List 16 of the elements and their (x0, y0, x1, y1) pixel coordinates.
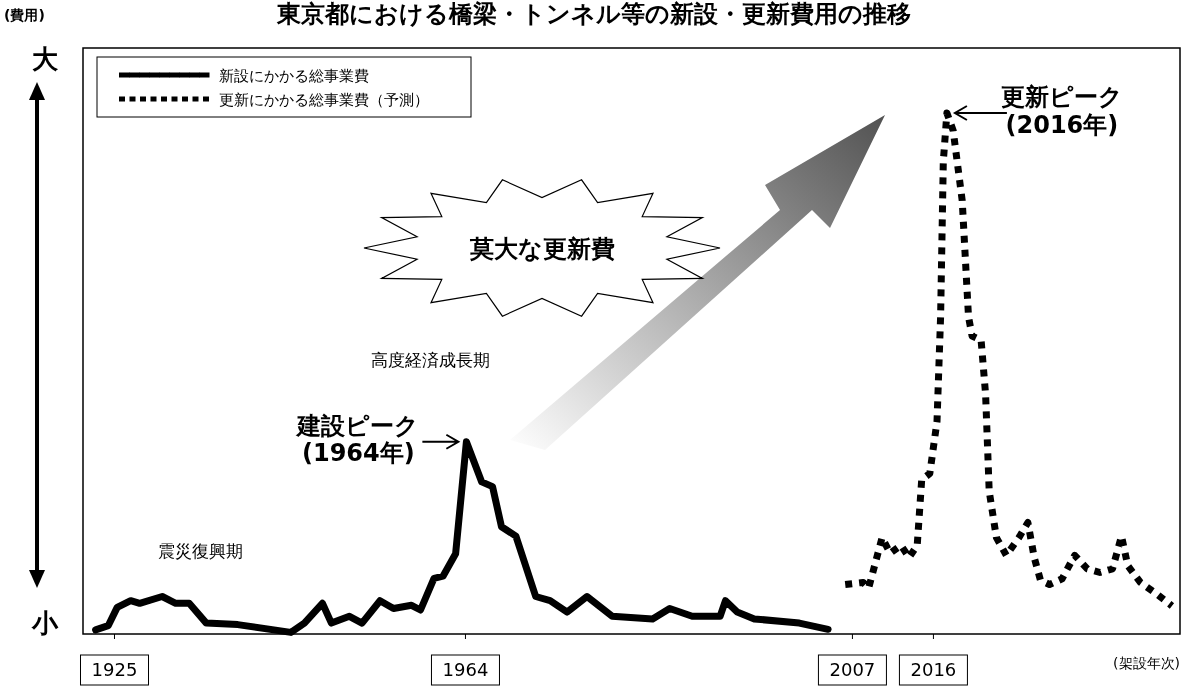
legend-label: 更新にかかる総事業費（予測） (219, 91, 429, 109)
annotation: 震災復興期 (157, 541, 243, 561)
chart-title: 東京都における橋梁・トンネル等の新設・更新費用の推移 (276, 0, 911, 28)
annotation: 高度経済成長期 (370, 350, 490, 370)
annotation: 建設ピーク (1964年) (295, 411, 420, 468)
annotation: 莫大な更新費 (468, 235, 615, 263)
x-tick-label: 1925 (91, 659, 138, 680)
x-tick-label: 1964 (442, 659, 489, 680)
x-tick-label: 2007 (829, 659, 876, 680)
legend-label: 新設にかかる総事業費 (219, 67, 369, 85)
x-axis-title: (架設年次) (1113, 655, 1180, 671)
x-tick-label: 2016 (910, 659, 957, 680)
text: 小 (31, 608, 59, 638)
text: (費用) (4, 7, 45, 23)
annotation: 更新ピーク (2016年) (1000, 83, 1123, 139)
text: 大 (32, 44, 59, 74)
